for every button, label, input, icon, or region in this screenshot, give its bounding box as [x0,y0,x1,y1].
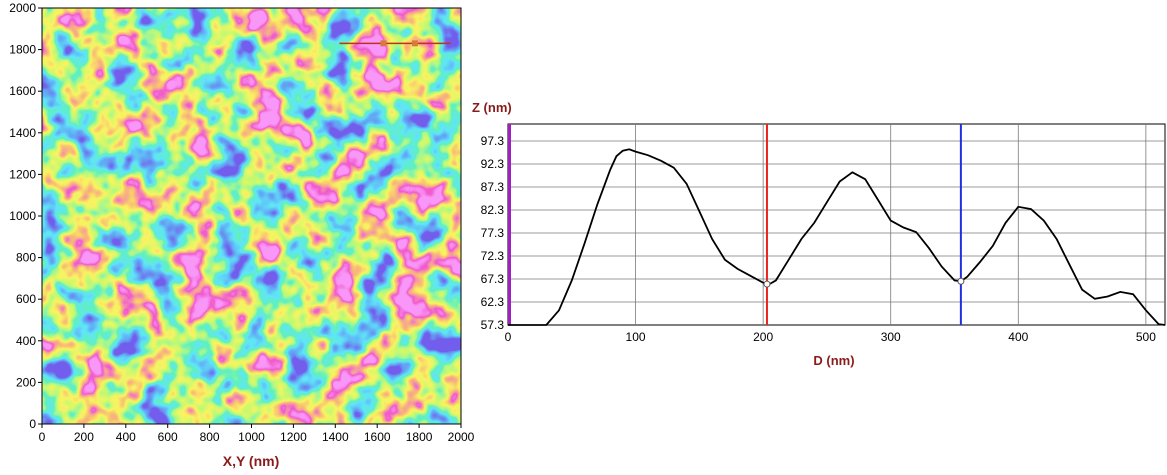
heatmap-y-tick-label: 1000 [9,209,36,223]
profile-cursors[interactable] [765,124,962,325]
heatmap-x-tick-label: 800 [200,430,220,444]
heatmap-y-tick-label: 2000 [9,1,36,15]
heatmap-y-ticks: 0 200 400 600 800 1000 1200 1400 1600 1800 2000 [9,1,42,431]
profile-y-tick-label: 87.3 [481,180,505,194]
heatmap-y-tick-label: 1600 [9,84,36,98]
heatmap-y-tick-label: 0 [29,417,36,431]
heatmap-y-tick-label: 800 [16,251,36,265]
profile-x-ticks: 0 100 200 300 400 500 [505,330,1157,344]
afm-heatmap-panel: 0 200 400 600 800 1000 1200 1400 1600 1800 2000 0 2… [9,1,474,469]
heatmap-x-tick-label: 1000 [238,430,265,444]
profile-x-tick-label: 400 [1008,330,1028,344]
profile-y-tick-label: 57.3 [481,318,505,332]
profile-x-tick-label: 200 [753,330,773,344]
profile-y-tick-label: 72.3 [481,249,505,263]
profile-plot-area [507,123,1166,326]
profile-y-tick-label: 67.3 [481,272,505,286]
heatmap-y-tick-label: 200 [16,375,36,389]
profile-left-axis-bar [508,124,511,325]
scan-line-overlay[interactable] [339,40,451,47]
heatmap-x-tick-label: 400 [116,430,136,444]
heatmap-x-tick-label: 1400 [322,430,349,444]
profile-series-line [508,148,1166,326]
profile-y-tick-label: 82.3 [481,203,505,217]
profile-x-tick-label: 100 [626,330,646,344]
profile-x-tick-label: 0 [505,330,512,344]
heatmap-y-tick-label: 1400 [9,126,36,140]
scan-line-marker-handle[interactable] [411,40,418,47]
profile-y-tick-label: 62.3 [481,295,505,309]
heatmap-x-tick-label: 600 [158,430,178,444]
profile-x-tick-label: 500 [1136,330,1156,344]
profile-cursor-point [763,280,771,288]
profile-y-tick-label: 97.3 [481,134,505,148]
profile-cursor-markers [763,277,965,288]
profile-chart-panel: Z (nm) 0 100 200 300 400 500 57.3 62.3 67.3 72.3… [472,100,1166,368]
profile-y-tick-label: 77.3 [481,226,505,240]
heatmap-y-tick-label: 1200 [9,167,36,181]
scan-line-marker-handle[interactable] [380,40,387,47]
profile-y-axis-label: Z (nm) [472,100,512,115]
heatmap-y-tick-label: 600 [16,292,36,306]
heatmap-x-tick-label: 1200 [280,430,307,444]
heatmap-x-ticks: 0 200 400 600 800 1000 1200 1400 1600 1800 2000 [39,424,475,444]
profile-y-ticks: 57.3 62.3 67.3 72.3 77.3 82.3 87.3 92.3 97.3 [481,134,505,332]
heatmap-y-tick-label: 1800 [9,43,36,57]
heatmap-x-tick-label: 2000 [448,430,475,444]
afm-heatmap-image [42,8,461,424]
heatmap-x-tick-label: 200 [74,430,94,444]
heatmap-y-tick-label: 400 [16,334,36,348]
profile-x-axis-label: D (nm) [813,353,854,368]
heatmap-x-tick-label: 1800 [406,430,433,444]
profile-x-tick-label: 300 [881,330,901,344]
heatmap-x-tick-label: 0 [39,430,46,444]
profile-y-tick-label: 92.3 [481,157,505,171]
heatmap-x-tick-label: 1600 [364,430,391,444]
profile-cursor-point [957,277,965,285]
heatmap-x-axis-label: X,Y (nm) [223,453,280,469]
profile-grid [508,124,1165,325]
